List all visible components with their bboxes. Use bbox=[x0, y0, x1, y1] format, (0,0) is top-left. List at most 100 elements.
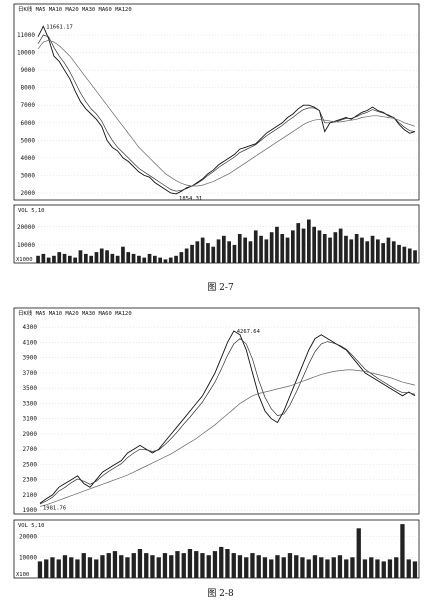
volume-bar bbox=[119, 555, 124, 578]
volume-bar bbox=[200, 237, 205, 263]
volume-bar bbox=[397, 244, 401, 263]
volume-bar bbox=[275, 555, 280, 578]
volume-bar bbox=[412, 561, 418, 578]
price-tick-label: 11000 bbox=[17, 32, 35, 39]
volume-bar bbox=[195, 241, 200, 264]
volume-bar bbox=[211, 246, 216, 263]
volume-bar bbox=[84, 253, 88, 263]
volume-bar bbox=[158, 257, 162, 263]
volume-bar bbox=[344, 559, 349, 578]
volume-bar bbox=[360, 237, 364, 263]
volume-bar bbox=[162, 553, 168, 578]
volume-bar bbox=[69, 557, 74, 578]
volume-bar bbox=[110, 253, 115, 263]
volume-bar bbox=[354, 234, 359, 263]
price-tick-label: 8000 bbox=[21, 85, 36, 92]
volume-bar bbox=[301, 228, 306, 263]
volume-bar bbox=[57, 252, 62, 263]
volume-tick-label: 20000 bbox=[19, 534, 37, 541]
volume-bar bbox=[131, 253, 136, 263]
volume-bar bbox=[184, 248, 189, 263]
price-tick-label: 3900 bbox=[23, 355, 38, 362]
volume-bar bbox=[413, 250, 417, 263]
volume-bar bbox=[156, 557, 161, 578]
volume-bar bbox=[256, 555, 261, 578]
high-marker: 11661.17 bbox=[46, 24, 73, 30]
volume-bar bbox=[375, 559, 380, 578]
volume-bar bbox=[36, 255, 40, 264]
volume-bar bbox=[338, 228, 343, 263]
volume-bar bbox=[106, 553, 111, 578]
volume-bar bbox=[137, 255, 141, 264]
volume-bar bbox=[231, 553, 236, 578]
chart-0: 日K线 MA5 MA10 MA20 MA30 MA60 MA120 VOL 5,1… bbox=[13, 3, 420, 264]
volume-bar bbox=[94, 252, 99, 263]
volume-bar bbox=[190, 244, 194, 263]
volume-bar bbox=[100, 555, 105, 578]
volume-bar bbox=[275, 226, 279, 264]
price-tick-label: 6000 bbox=[21, 120, 36, 127]
volume-bar bbox=[187, 549, 193, 578]
price-tick-label: 2700 bbox=[23, 446, 38, 453]
volume-bar bbox=[73, 257, 77, 263]
volume-bar bbox=[259, 235, 263, 263]
volume-bar bbox=[312, 226, 316, 264]
volume-bar bbox=[376, 239, 380, 263]
volume-bar bbox=[362, 559, 368, 578]
volume-bar bbox=[169, 555, 174, 578]
volume-bar bbox=[381, 243, 385, 263]
volume-bar bbox=[105, 250, 109, 263]
volume-bar bbox=[147, 253, 152, 263]
volume-bar bbox=[253, 230, 258, 263]
price-tick-label: 7000 bbox=[21, 102, 36, 109]
volume-bar bbox=[99, 248, 104, 263]
volume-bar bbox=[94, 559, 99, 578]
price-tick-label: 1900 bbox=[23, 507, 38, 514]
volume-panel-frame bbox=[13, 204, 420, 264]
price-tick-label: 3500 bbox=[23, 385, 38, 392]
price-header: 日K线 MA5 MA10 MA20 MA30 MA60 MA120 bbox=[18, 309, 132, 317]
volume-bar bbox=[406, 559, 411, 578]
price-tick-label: 9000 bbox=[21, 67, 36, 74]
volume-bar bbox=[381, 561, 386, 578]
volume-bar bbox=[344, 235, 348, 263]
price-tick-label: 3100 bbox=[23, 416, 38, 423]
series-ma10 bbox=[37, 34, 416, 192]
volume-bar bbox=[407, 248, 412, 263]
volume-bar bbox=[56, 559, 61, 578]
price-tick-label: 4000 bbox=[21, 155, 36, 162]
volume-bar bbox=[328, 237, 332, 263]
volume-bar bbox=[181, 553, 186, 578]
low-marker: 1981.76 bbox=[43, 505, 66, 511]
volume-bar bbox=[87, 557, 93, 578]
caption-figure-2-7: 图 2-7 bbox=[207, 283, 234, 293]
price-tick-label: 2000 bbox=[21, 190, 36, 197]
volume-bar bbox=[216, 239, 221, 263]
volume-bar bbox=[126, 252, 131, 263]
volume-bar bbox=[306, 559, 311, 578]
volume-bar bbox=[112, 551, 118, 578]
series-ma5 bbox=[37, 25, 416, 195]
volume-bar bbox=[175, 551, 180, 578]
volume-bar bbox=[125, 557, 130, 578]
caption-figure-2-8: 图 2-8 bbox=[207, 589, 234, 599]
volume-tick-label: 10000 bbox=[19, 554, 37, 561]
volume-bar bbox=[222, 235, 226, 263]
volume-bar bbox=[369, 557, 374, 578]
volume-bar bbox=[219, 546, 224, 578]
volume-unit-label: X100 bbox=[16, 572, 29, 578]
volume-bar bbox=[319, 557, 324, 578]
price-tick-label: 2900 bbox=[23, 431, 38, 438]
volume-bar bbox=[150, 555, 155, 578]
volume-bar bbox=[370, 235, 375, 263]
volume-bar bbox=[81, 553, 86, 578]
volume-bar bbox=[194, 551, 199, 578]
volume-bar bbox=[281, 557, 286, 578]
price-panel-frame bbox=[13, 307, 420, 515]
price-tick-label: 5000 bbox=[21, 137, 36, 144]
series-ma10 bbox=[39, 338, 416, 505]
volume-bar bbox=[262, 557, 268, 578]
chart-1: 日K线 MA5 MA10 MA20 MA30 MA60 MA120 VOL 5,1… bbox=[13, 307, 420, 579]
volume-bar bbox=[264, 239, 269, 263]
